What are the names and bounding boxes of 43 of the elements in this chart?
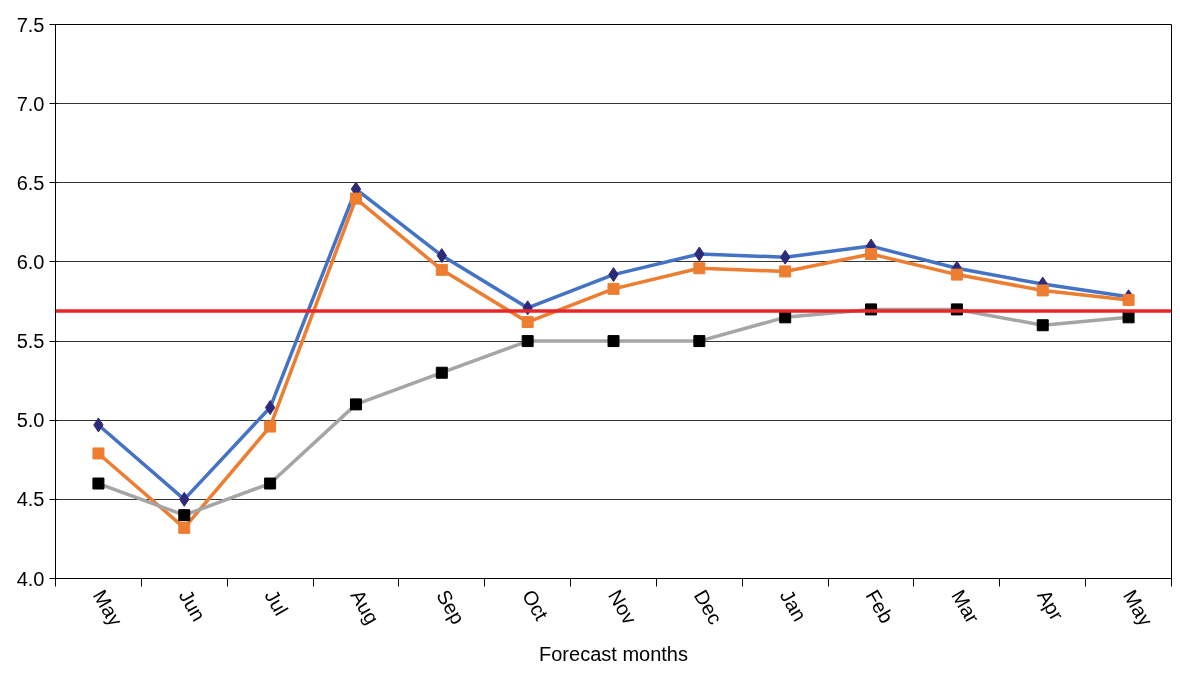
- y-tick-label: 5.0: [16, 409, 45, 432]
- point: [950, 268, 963, 281]
- y-tick-label: 7.5: [16, 13, 45, 36]
- x-tick-label: Aug: [346, 586, 384, 628]
- point: [264, 400, 276, 416]
- point: [92, 477, 105, 490]
- point: [1036, 319, 1049, 332]
- point: [693, 262, 706, 275]
- point: [435, 366, 448, 379]
- y-tick-label: 4.0: [16, 567, 45, 590]
- x-tick-label: Sep: [432, 586, 470, 628]
- y-tick-label: 4.5: [16, 488, 45, 511]
- y-tick-label: 7.0: [16, 92, 45, 115]
- x-tick-label: Nov: [603, 586, 641, 628]
- x-tick-label: Apr: [1033, 586, 1068, 625]
- point: [779, 265, 792, 278]
- point: [607, 335, 620, 348]
- point: [349, 398, 362, 411]
- y-tick-label: 6.5: [16, 171, 45, 194]
- point: [1122, 293, 1135, 306]
- point: [521, 335, 534, 348]
- point: [865, 248, 878, 261]
- point: [435, 263, 448, 276]
- y-tick-label: 6.0: [16, 250, 45, 273]
- point: [521, 316, 534, 329]
- point: [178, 521, 191, 534]
- x-tick-label: Jun: [174, 586, 210, 625]
- point: [92, 447, 105, 460]
- point: [607, 282, 620, 295]
- x-tick-label: Oct: [518, 586, 553, 625]
- x-tick-label: Jan: [775, 586, 811, 625]
- x-tick-label: Jul: [260, 586, 293, 620]
- point: [1122, 311, 1135, 324]
- x-tick-label: Feb: [861, 586, 898, 627]
- point: [693, 335, 706, 348]
- point: [1036, 284, 1049, 297]
- x-axis-title: Forecast months: [539, 643, 688, 666]
- point: [264, 420, 277, 433]
- point: [349, 192, 362, 205]
- x-tick-label: Mar: [947, 586, 984, 628]
- y-tick-label: 5.5: [16, 330, 45, 353]
- point: [178, 509, 191, 522]
- point: [264, 477, 277, 490]
